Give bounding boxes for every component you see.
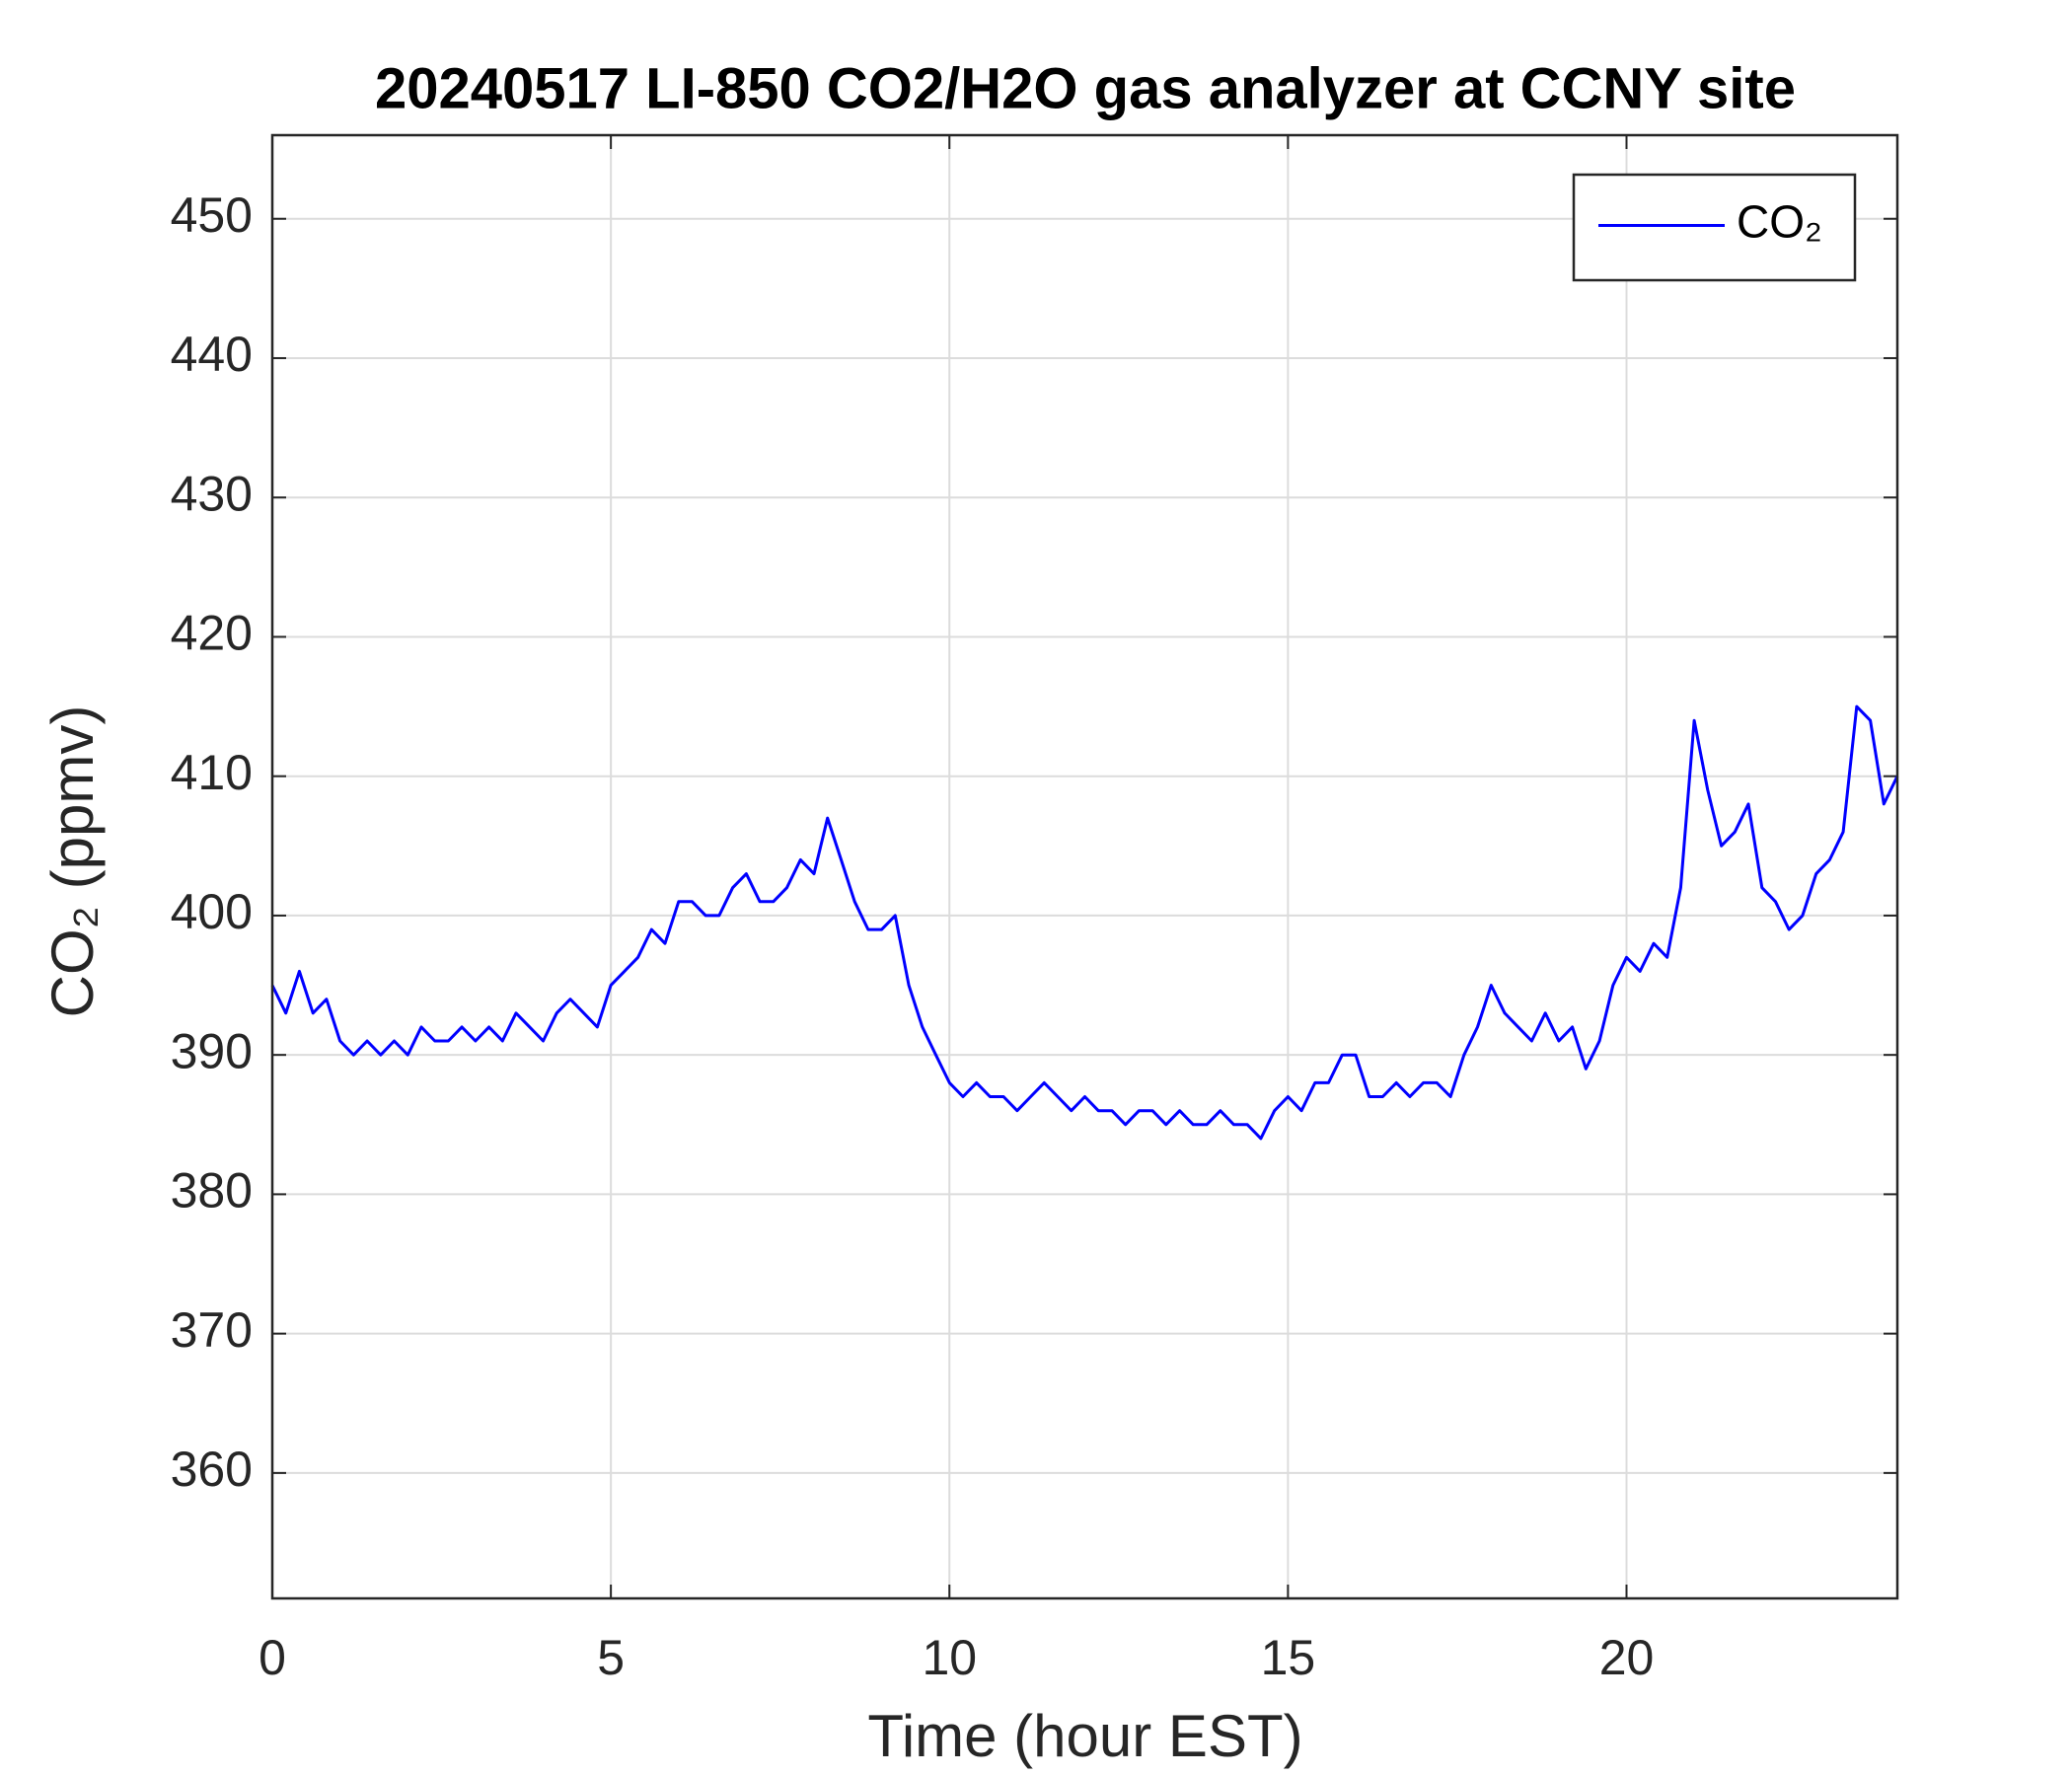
x-tick-label: 10 [922, 1630, 977, 1685]
plot-frame [270, 133, 1899, 1600]
data-line [270, 704, 1899, 1141]
chart-title: 20240517 LI-850 CO2/H2O gas analyzer at … [375, 56, 1796, 120]
x-axis-label: Time (hour EST) [867, 1703, 1302, 1769]
y-tick-label: 420 [171, 606, 253, 661]
y-tick-label: 410 [171, 745, 253, 800]
y-tick-label: 370 [171, 1302, 253, 1358]
y-axis-label: CO₂ (ppmv) [39, 705, 106, 1018]
y-tick-label: 430 [171, 466, 253, 521]
legend-box [1572, 173, 1857, 282]
x-tick-label: 5 [597, 1630, 625, 1685]
legend-label: CO₂ [1737, 196, 1822, 248]
x-tick-label: 15 [1261, 1630, 1316, 1685]
y-tick-label: 390 [171, 1023, 253, 1078]
y-tick-label: 360 [171, 1442, 253, 1497]
y-tick-label: 380 [171, 1163, 253, 1219]
y-tick-label: 400 [171, 884, 253, 939]
x-tick-label: 20 [1599, 1630, 1655, 1685]
y-tick-label: 450 [171, 187, 253, 243]
y-tick-label: 440 [171, 327, 253, 382]
x-tick-label: 0 [259, 1630, 286, 1685]
